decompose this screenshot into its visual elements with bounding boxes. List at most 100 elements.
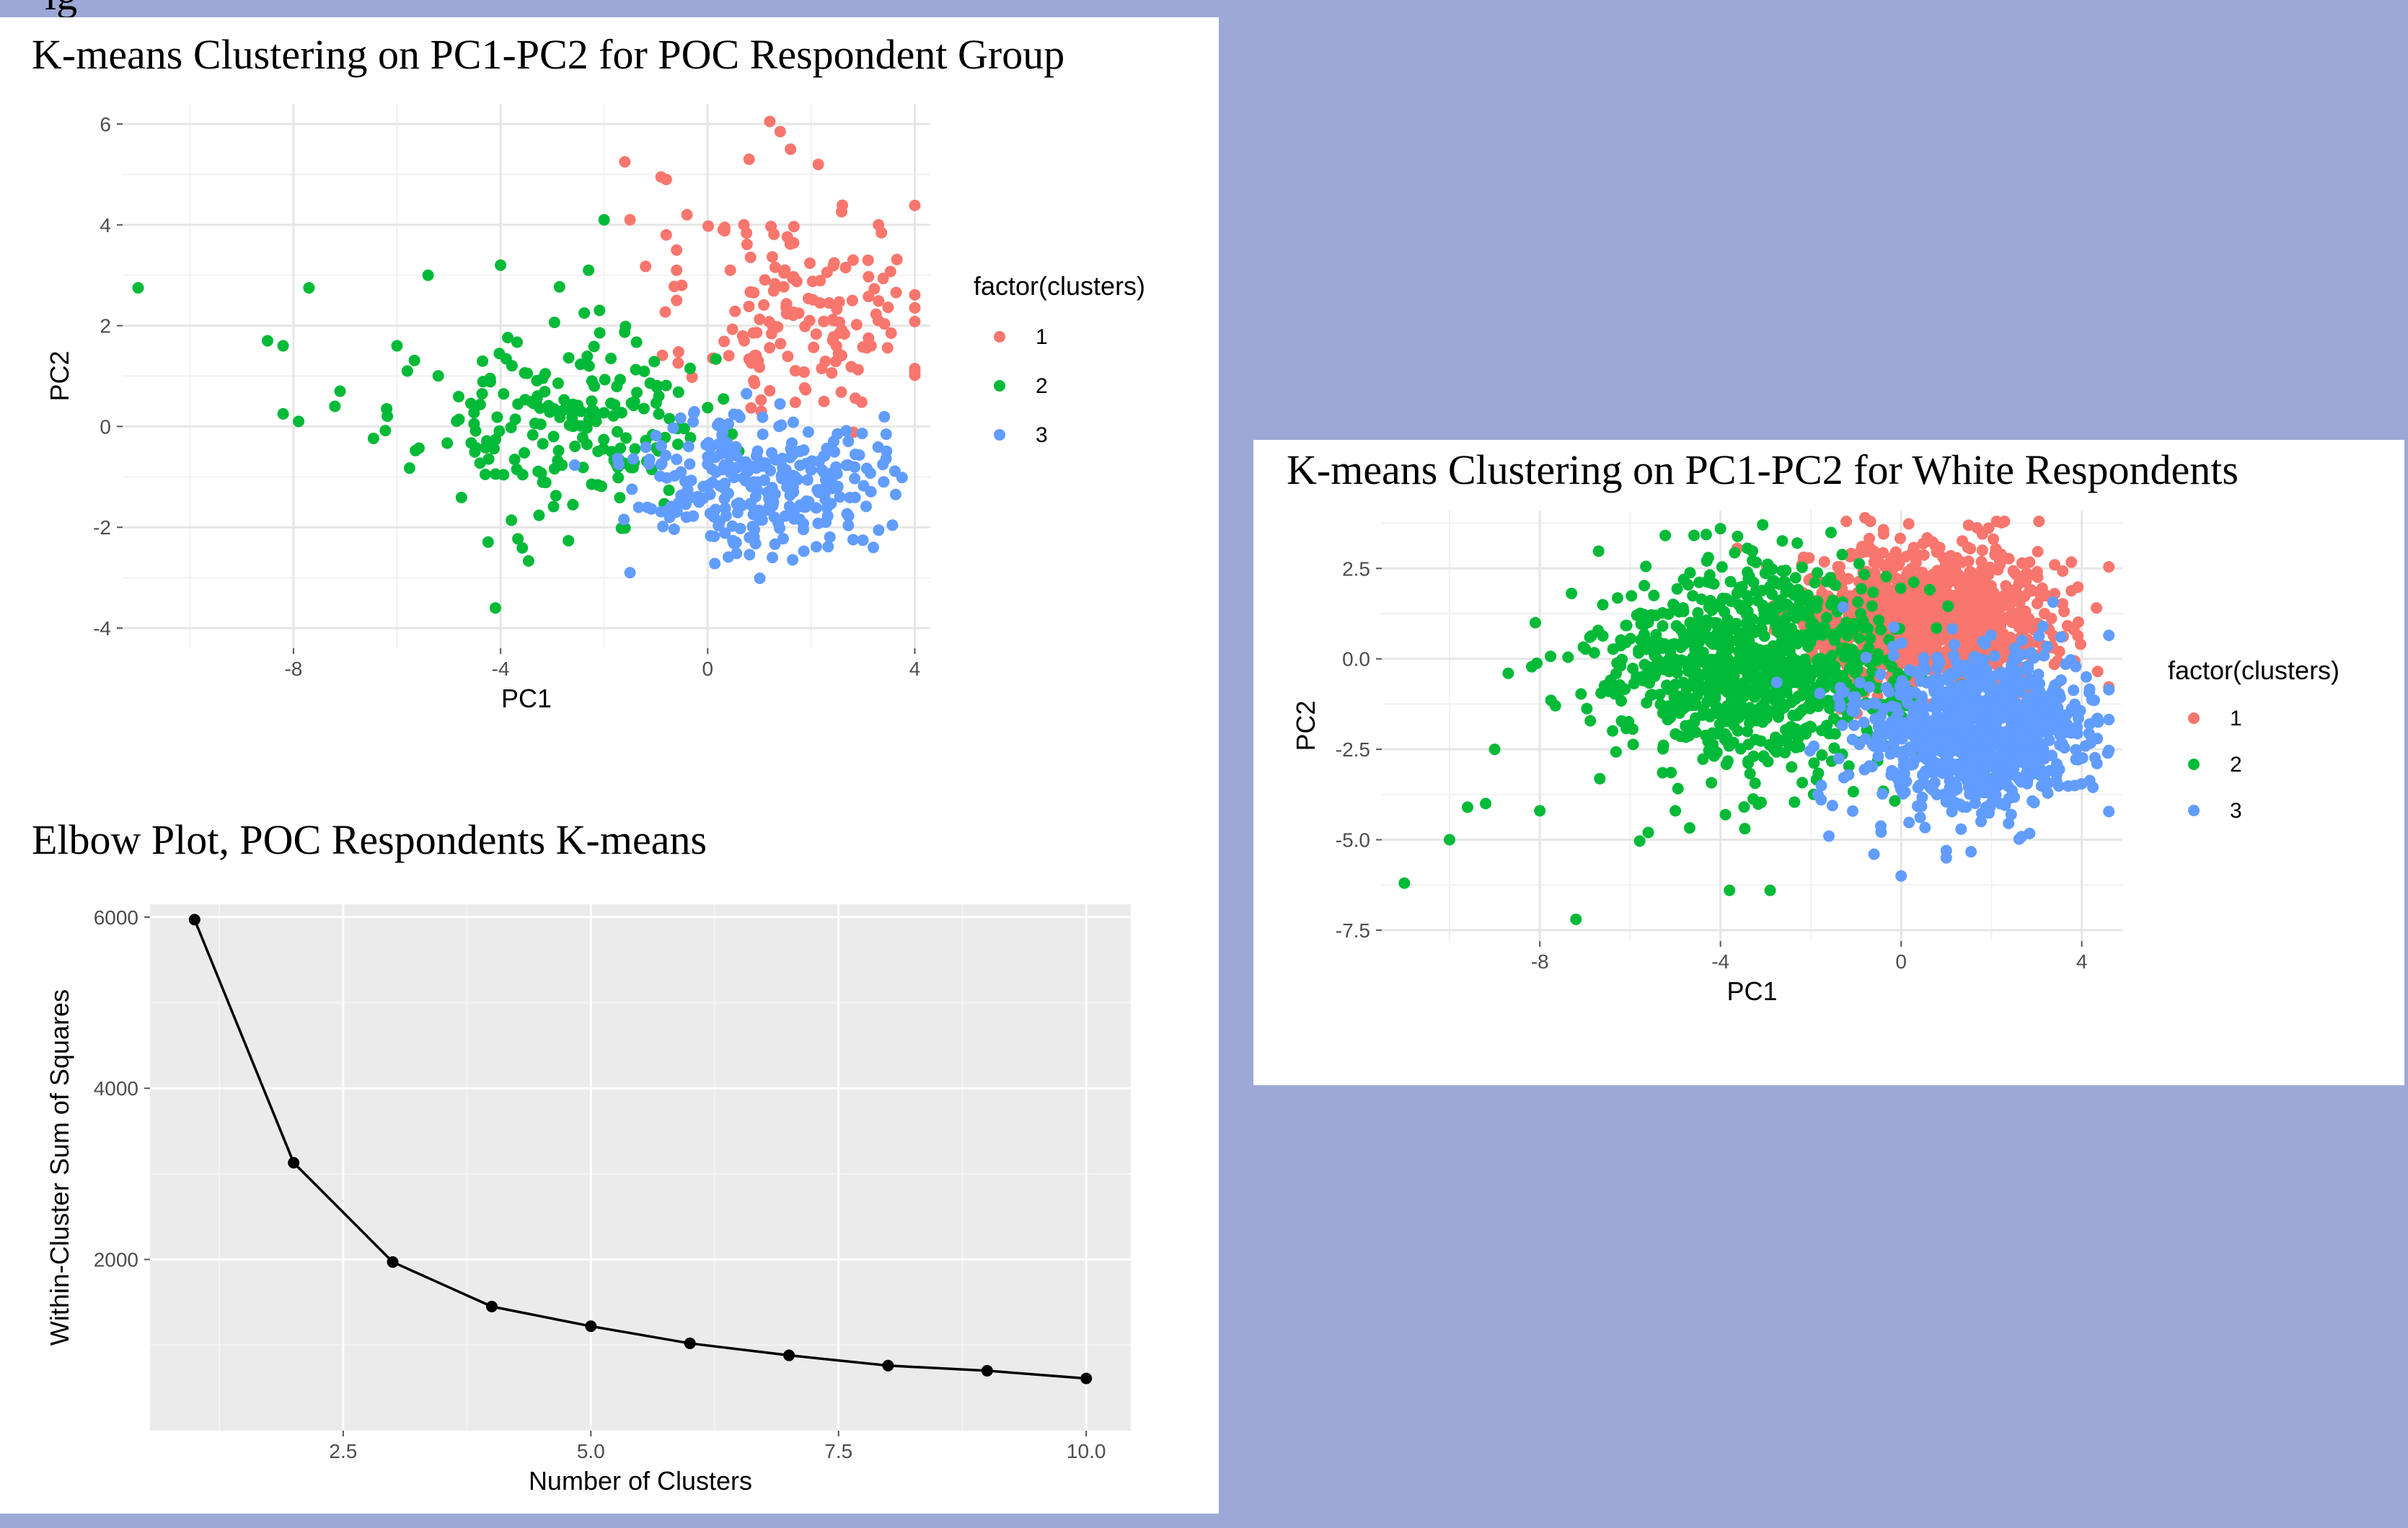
- scatter-point-cluster-2: [1610, 746, 1622, 758]
- scatter-point-cluster-2: [1766, 602, 1778, 614]
- scatter-point-cluster-2: [684, 362, 696, 374]
- scatter-point-cluster-2: [583, 360, 595, 372]
- scatter-point-cluster-1: [769, 278, 781, 290]
- scatter-point-cluster-2: [1716, 630, 1729, 642]
- scatter-point-cluster-2: [672, 386, 684, 398]
- scatter-point-cluster-2: [1738, 690, 1750, 702]
- scatter-point-cluster-1: [1955, 612, 1967, 624]
- scatter-point-cluster-2: [1680, 680, 1692, 692]
- scatter-point-cluster-3: [826, 474, 838, 487]
- scatter-point-cluster-2: [1873, 614, 1885, 627]
- scatter-point-cluster-2: [598, 433, 610, 446]
- scatter-point-cluster-3: [1872, 750, 1884, 762]
- scatter-point-cluster-1: [873, 295, 885, 307]
- scatter-point-cluster-3: [1814, 687, 1826, 699]
- scatter-point-cluster-2: [452, 391, 464, 403]
- scatter-point-cluster-2: [1867, 586, 1879, 599]
- scatter-point-cluster-3: [1952, 666, 1964, 679]
- scatter-point-cluster-1: [1887, 594, 1900, 606]
- scatter-point-cluster-1: [1962, 519, 1975, 531]
- scatter-point-cluster-2: [614, 442, 627, 454]
- x-tick-label: 5.0: [577, 1440, 605, 1462]
- scatter-point-cluster-2: [1628, 677, 1640, 689]
- scatter-point-cluster-3: [1978, 806, 1990, 818]
- scatter-point-cluster-2: [575, 405, 587, 418]
- scatter-point-cluster-2: [567, 498, 579, 511]
- scatter-point-cluster-3: [2091, 733, 2104, 745]
- scatter-point-cluster-2: [1502, 667, 1514, 679]
- scatter-point-cluster-2: [1702, 736, 1714, 748]
- scatter-point-cluster-1: [1942, 557, 1954, 570]
- scatter-point-cluster-1: [1994, 558, 2006, 570]
- scatter-point-cluster-3: [888, 465, 901, 477]
- scatter-point-cluster-1: [1889, 546, 1902, 558]
- x-tick-label: 4: [909, 658, 921, 680]
- scatter-point-cluster-3: [1837, 601, 1849, 614]
- scatter-point-cluster-2: [1804, 619, 1817, 631]
- scatter-point-cluster-3: [2029, 707, 2041, 720]
- scatter-point-cluster-2: [1768, 743, 1780, 755]
- scatter-point-cluster-2: [1443, 834, 1455, 846]
- scatter-point-cluster-2: [684, 432, 697, 444]
- x-tick-label: 0: [1895, 950, 1907, 973]
- scatter-point-cluster-2: [1579, 643, 1592, 655]
- scatter-point-cluster-1: [672, 357, 684, 369]
- scatter-point-cluster-2: [1799, 687, 1811, 699]
- scatter-point-cluster-2: [1701, 696, 1714, 708]
- scatter-point-cluster-2: [553, 281, 565, 293]
- scatter-point-cluster-2: [1627, 662, 1639, 674]
- scatter-point-cluster-3: [1826, 800, 1838, 812]
- scatter-point-cluster-2: [453, 413, 465, 425]
- scatter-point-cluster-3: [1896, 675, 1908, 687]
- y-tick-label: 2000: [94, 1249, 138, 1271]
- scatter-point-cluster-3: [709, 503, 721, 516]
- scatter-point-cluster-3: [2050, 769, 2063, 781]
- scatter-point-cluster-1: [1962, 601, 1975, 613]
- scatter-point-cluster-3: [1860, 651, 1872, 663]
- scatter-point-cluster-2: [554, 411, 566, 423]
- y-tick-label: -7.5: [1336, 919, 1370, 942]
- scatter-point-cluster-2: [599, 374, 611, 386]
- scatter-point-cluster-2: [1789, 572, 1801, 584]
- scatter-point-cluster-2: [552, 445, 565, 457]
- scatter-point-cluster-2: [638, 402, 650, 415]
- scatter-point-cluster-2: [648, 355, 661, 368]
- scatter-point-cluster-2: [1852, 596, 1864, 608]
- scatter-point-cluster-1: [909, 315, 921, 327]
- scatter-point-cluster-3: [668, 523, 680, 535]
- scatter-point-cluster-3: [1993, 768, 2005, 780]
- scatter-point-cluster-2: [1615, 683, 1627, 695]
- scatter-point-cluster-2: [493, 425, 506, 437]
- scatter-point-cluster-3: [1923, 763, 1935, 775]
- scatter-point-cluster-1: [2010, 585, 2022, 597]
- scatter-point-cluster-2: [516, 542, 529, 554]
- y-axis-title: Within-Cluster Sum of Squares: [45, 989, 74, 1346]
- scatter-point-cluster-3: [2080, 671, 2092, 683]
- legend-title: factor(clusters): [2168, 655, 2339, 685]
- scatter-point-cluster-3: [860, 500, 873, 513]
- scatter-point-cluster-2: [702, 402, 714, 414]
- scatter-point-cluster-2: [1592, 545, 1605, 557]
- scatter-point-cluster-3: [1815, 780, 1827, 792]
- scatter-point-cluster-1: [1859, 512, 1871, 524]
- scatter-point-cluster-2: [1677, 602, 1689, 614]
- scatter-point-cluster-1: [803, 314, 816, 327]
- scatter-point-cluster-3: [1949, 740, 1961, 752]
- scatter-point-cluster-2: [1864, 632, 1876, 645]
- scatter-point-cluster-2: [1752, 798, 1765, 811]
- scatter-point-cluster-3: [785, 476, 797, 488]
- scatter-point-cluster-3: [1812, 788, 1824, 800]
- poc-chart-title: K-means Clustering on PC1-PC2 for POC Re…: [32, 31, 1065, 78]
- scatter-point-cluster-2: [585, 405, 597, 418]
- scatter-point-cluster-3: [640, 441, 652, 454]
- scatter-point-cluster-2: [1675, 654, 1688, 666]
- scatter-point-cluster-2: [597, 443, 609, 455]
- scatter-point-cluster-2: [1758, 653, 1770, 666]
- scatter-point-cluster-2: [511, 463, 523, 475]
- scatter-point-cluster-2: [408, 354, 420, 366]
- scatter-point-cluster-1: [818, 395, 830, 407]
- scatter-point-cluster-2: [1736, 603, 1748, 615]
- scatter-point-cluster-2: [1627, 738, 1639, 751]
- scatter-point-cluster-2: [1566, 587, 1578, 599]
- scatter-point-cluster-3: [1966, 749, 1978, 761]
